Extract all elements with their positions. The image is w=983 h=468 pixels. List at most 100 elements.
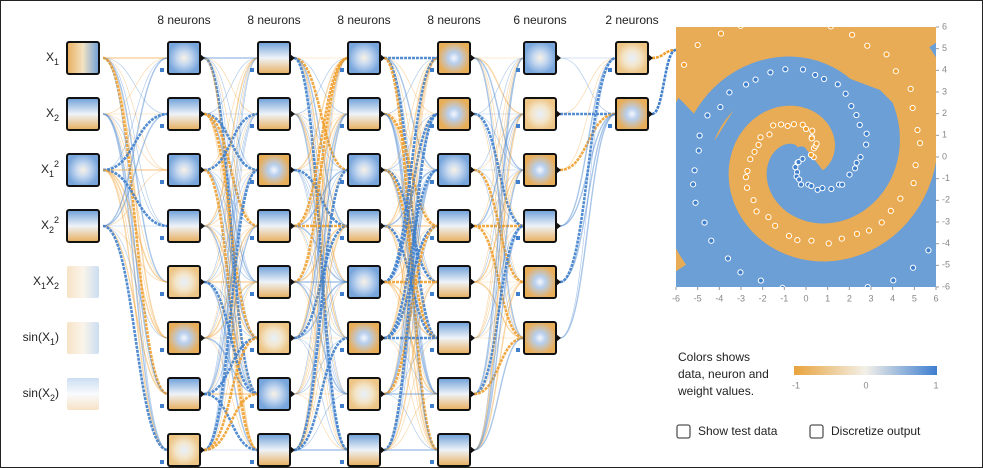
weight-link — [383, 225, 439, 395]
weight-link — [293, 169, 349, 227]
weight-link — [473, 113, 525, 227]
weight-link — [102, 169, 169, 227]
input-feature[interactable] — [66, 97, 100, 131]
connections — [102, 48, 677, 452]
neuron — [167, 41, 201, 75]
data-point — [864, 284, 871, 287]
weight-link — [293, 336, 349, 452]
weight-link — [293, 169, 349, 339]
data-point — [795, 158, 802, 166]
neuron — [347, 209, 381, 243]
weight-link — [473, 169, 525, 227]
x-tick-label: 6 — [933, 293, 938, 303]
neuron-port — [200, 54, 205, 62]
checkbox[interactable] — [676, 424, 691, 439]
weight-link — [559, 57, 617, 339]
bias-marker — [608, 68, 612, 72]
neuron-port — [290, 54, 295, 62]
weight-link — [383, 225, 439, 451]
weight-link — [383, 57, 439, 227]
data-point — [887, 207, 894, 214]
data-point — [747, 156, 754, 163]
neuron — [167, 321, 201, 355]
layer-header: 2 neurons — [605, 13, 658, 27]
bias-marker — [430, 348, 434, 352]
weight-link — [383, 57, 439, 451]
weight-link — [473, 225, 525, 283]
weight-link — [293, 57, 349, 115]
input-feature[interactable] — [67, 266, 99, 298]
checkbox-label[interactable]: Show test data — [698, 424, 778, 438]
weight-link — [203, 225, 259, 339]
input-label: sin(X1) — [23, 330, 59, 347]
neuron — [257, 97, 291, 131]
x-tick-label: -1 — [780, 293, 788, 303]
neuron-port — [200, 334, 205, 342]
data-point — [743, 184, 751, 191]
weight-link — [293, 57, 349, 339]
weight-link — [203, 113, 259, 395]
input-label: X12 — [41, 159, 59, 179]
label-part: X — [41, 218, 49, 232]
weight-link — [383, 113, 439, 395]
neuron-port — [556, 278, 561, 286]
weight-link — [203, 169, 259, 227]
bias-marker — [608, 124, 612, 128]
label-part: sin(X — [23, 386, 50, 400]
x-tick-label: -6 — [672, 293, 680, 303]
neuron — [347, 97, 381, 131]
bias-marker — [430, 124, 434, 128]
data-point — [704, 112, 711, 119]
data-point — [820, 75, 828, 83]
weight-link — [473, 57, 525, 227]
bias-marker — [160, 460, 164, 464]
weight-link — [473, 169, 525, 227]
data-point — [851, 165, 859, 172]
weight-link — [383, 113, 439, 339]
weight-link — [473, 57, 525, 115]
data-point — [974, 127, 979, 132]
bias-marker — [516, 180, 520, 184]
weight-link — [383, 168, 439, 340]
neuron — [347, 41, 381, 75]
neuron — [167, 265, 201, 299]
label-part: 2 — [54, 113, 59, 123]
bias-marker — [516, 348, 520, 352]
weight-link — [102, 112, 169, 172]
input-feature[interactable] — [67, 322, 99, 354]
input-feature[interactable] — [67, 378, 99, 410]
weight-link — [203, 225, 259, 339]
neuron — [347, 265, 381, 299]
data-point — [757, 277, 764, 284]
input-label: X1X2 — [33, 274, 59, 291]
input-feature[interactable] — [66, 153, 100, 187]
weight-link — [203, 57, 259, 339]
weight-link — [383, 337, 439, 395]
bias-marker — [250, 236, 254, 240]
neuron — [257, 377, 291, 411]
weight-link — [383, 281, 439, 395]
weight-link — [559, 57, 617, 115]
neuron — [257, 433, 291, 467]
output-plot — [676, 27, 979, 287]
checkbox-label[interactable]: Discretize output — [831, 424, 921, 438]
data-point — [792, 164, 799, 171]
label-part: 2 — [54, 159, 59, 169]
weight-link — [383, 225, 439, 283]
input-feature[interactable] — [66, 41, 100, 75]
legend-text: data, neuron and — [678, 367, 769, 381]
checkbox[interactable] — [809, 424, 824, 439]
bias-marker — [160, 236, 164, 240]
data-point — [692, 199, 699, 206]
x-tick-label: -2 — [759, 293, 767, 303]
label-part: X — [46, 274, 54, 288]
x-tick-label: -3 — [737, 293, 745, 303]
weight-link — [203, 225, 259, 283]
weight-link — [203, 169, 259, 339]
neuron — [615, 41, 649, 75]
neuron — [437, 433, 471, 467]
input-feature[interactable] — [66, 209, 100, 243]
neuron-port — [470, 110, 475, 118]
layer-header: 6 neurons — [513, 13, 566, 27]
bias-marker — [340, 180, 344, 184]
